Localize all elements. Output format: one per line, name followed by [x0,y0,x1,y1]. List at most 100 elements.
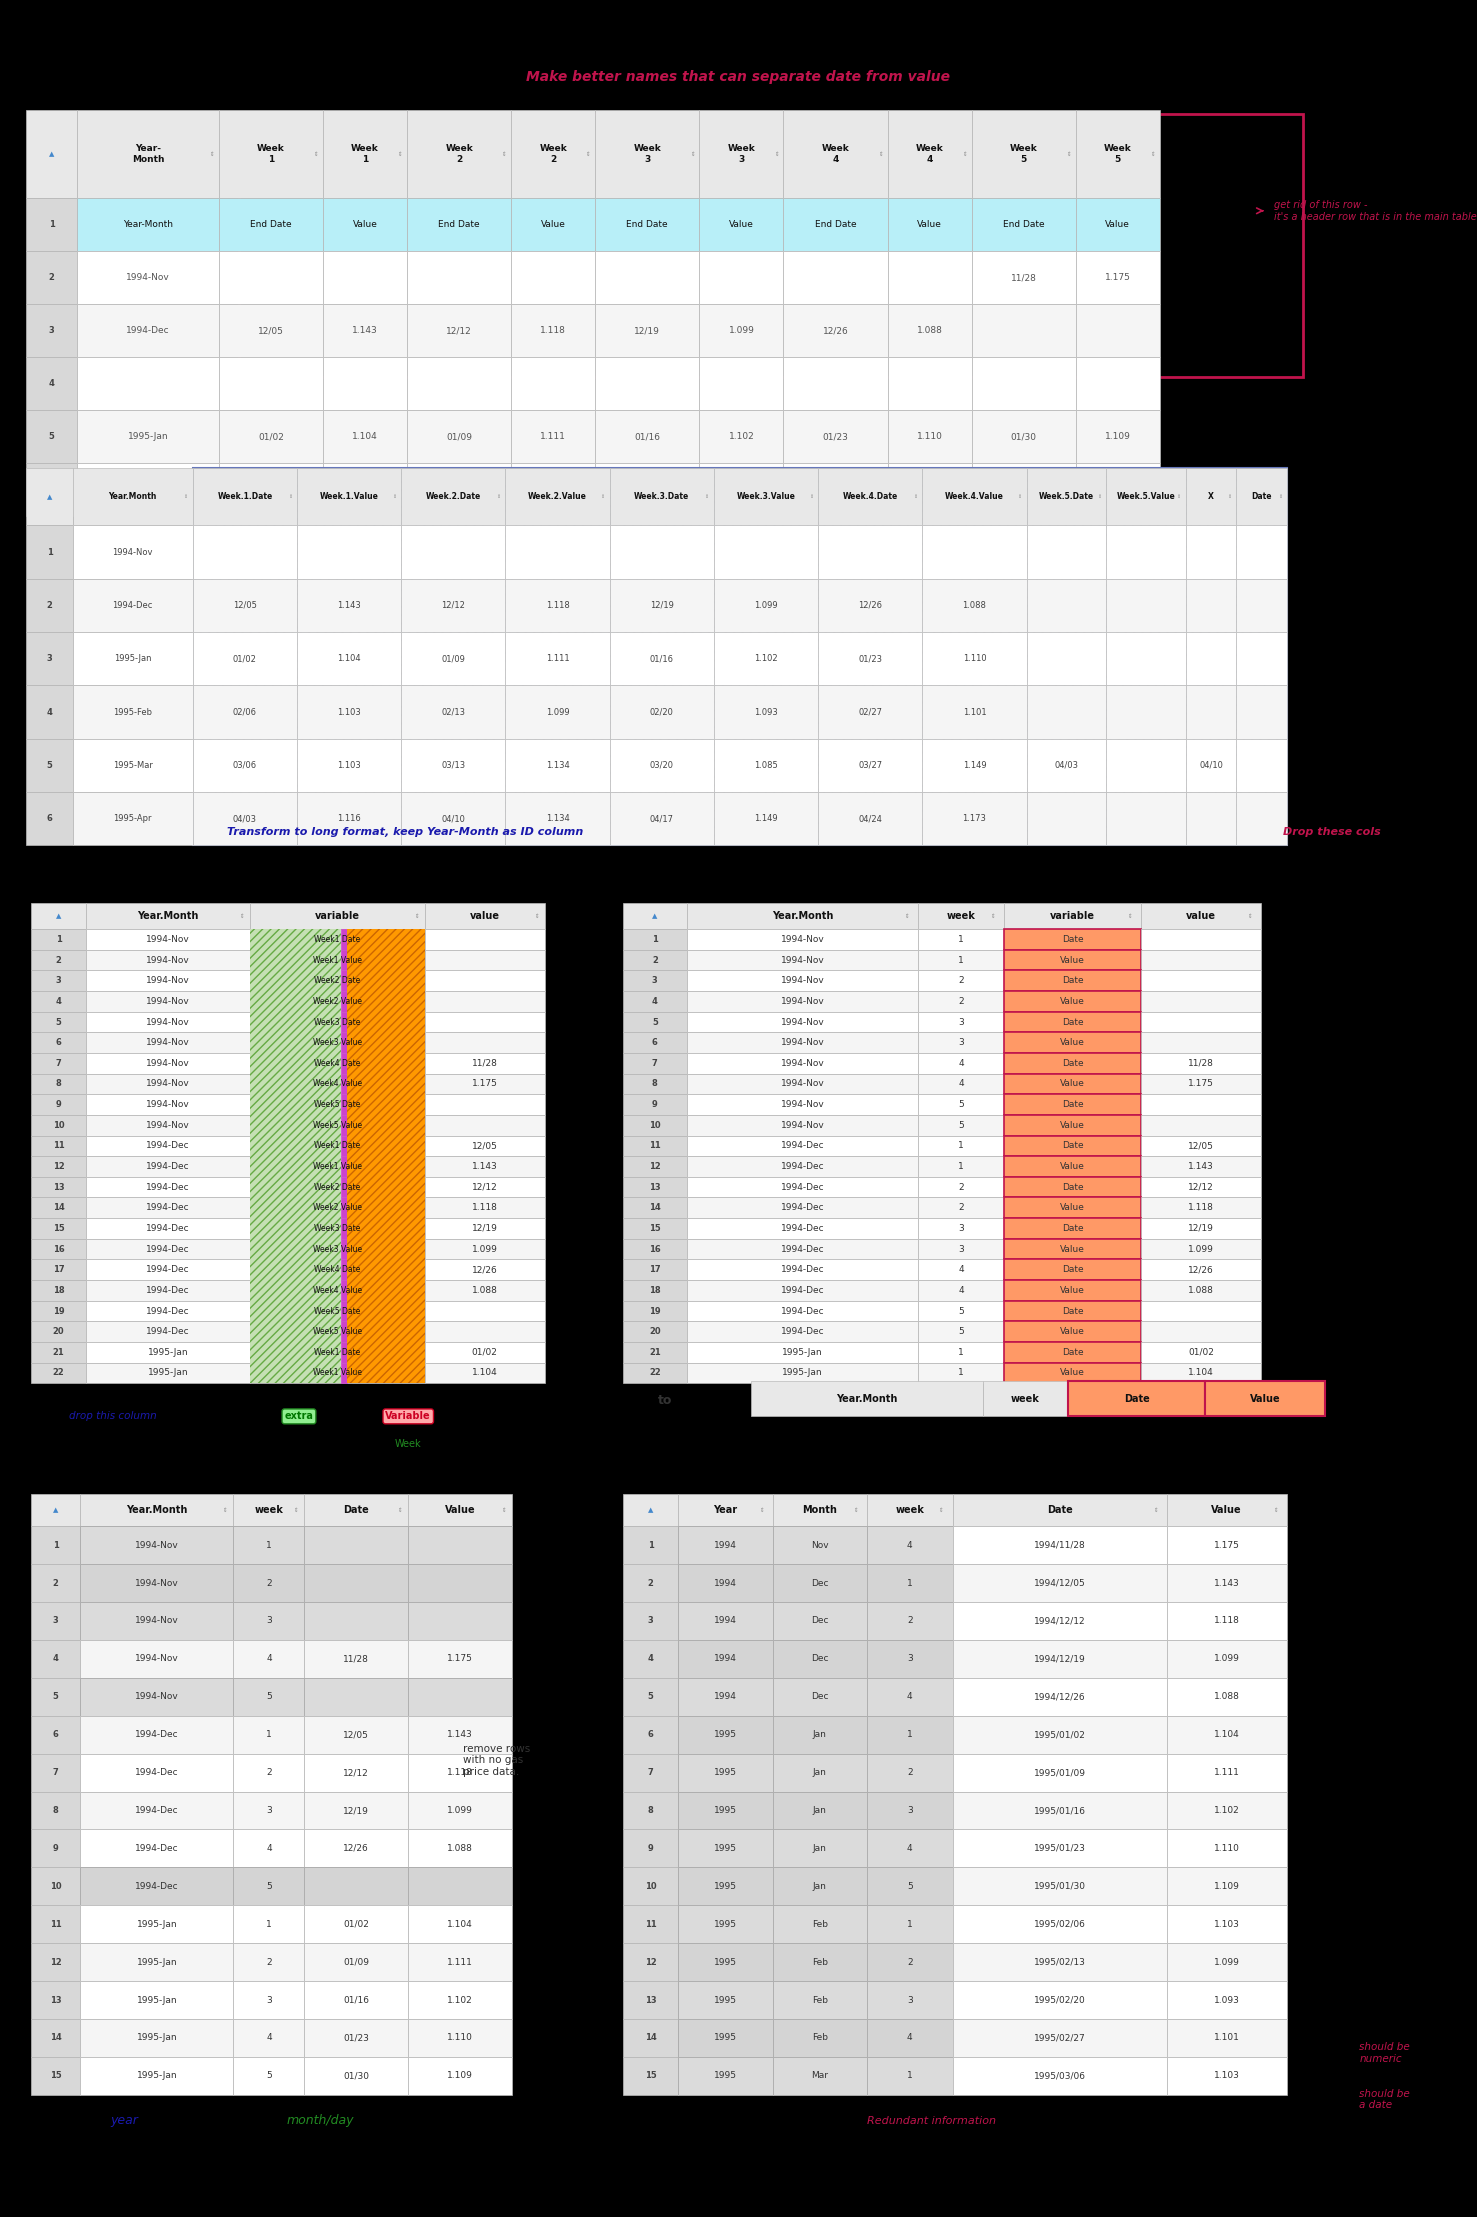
Text: 5: 5 [266,1692,272,1700]
Text: Week.1.Date: Week.1.Date [217,492,273,501]
Text: 1: 1 [959,956,964,964]
Text: 03/13: 03/13 [442,760,465,769]
Bar [408,1754,513,1791]
Text: 1995: 1995 [713,2033,737,2042]
Bar [250,1321,341,1341]
Text: Week.4.Value: Week.4.Value [945,492,1004,501]
Bar [623,1217,687,1239]
Bar [678,1942,772,1982]
Bar [623,1177,687,1197]
Text: Week5 Date: Week5 Date [315,1100,360,1108]
Text: 1.149: 1.149 [755,814,778,823]
Bar [818,632,922,685]
Bar [219,463,323,517]
Text: Value: Value [1060,1038,1086,1046]
Text: 1.104: 1.104 [352,432,378,441]
Text: 1.099: 1.099 [448,1807,473,1816]
Text: Date: Date [1062,1018,1083,1026]
Bar [250,1239,341,1259]
Bar [1140,1033,1261,1053]
Text: 1: 1 [266,1541,272,1550]
Bar [888,463,972,517]
Bar [867,2020,953,2057]
Text: 02/20: 02/20 [635,486,660,494]
Bar [1186,738,1236,791]
Text: week: week [254,1505,284,1514]
Bar [425,1135,545,1157]
Bar [304,1678,408,1716]
Text: 11: 11 [648,1142,660,1151]
Bar [77,197,219,251]
Text: 1995: 1995 [713,1729,737,1738]
Bar [888,410,972,463]
Text: 04/24: 04/24 [858,814,882,823]
Bar [919,1053,1004,1073]
Bar [347,1259,425,1279]
Text: 5: 5 [651,1018,657,1026]
Text: Week1 Date: Week1 Date [315,936,360,944]
Text: 5: 5 [959,1328,964,1337]
Bar [80,1829,233,1867]
Text: Week
1: Week 1 [352,144,380,164]
Bar [953,1494,1167,1525]
Text: 1995: 1995 [713,1845,737,1853]
Bar [347,971,425,991]
Bar [27,579,72,632]
Text: 1995-Jan: 1995-Jan [136,1995,177,2004]
Text: ⇕: ⇕ [774,151,778,157]
Text: Week4 Date: Week4 Date [315,1266,360,1275]
Bar [818,579,922,632]
Text: Value: Value [1105,219,1130,228]
Bar [27,251,77,304]
Text: 1: 1 [47,548,53,556]
Text: 1.175: 1.175 [1214,1541,1239,1550]
Text: 2: 2 [907,1769,913,1778]
Bar [86,1279,250,1301]
Bar [425,1259,545,1279]
Bar [919,1321,1004,1341]
Bar [425,1197,545,1217]
Bar [919,1033,1004,1053]
Text: 12/19: 12/19 [343,1807,369,1816]
Text: Dec: Dec [811,1616,829,1625]
Bar [347,1197,425,1217]
Bar [623,1603,678,1641]
Bar [623,1525,678,1565]
Bar [347,1033,425,1053]
Bar [1140,902,1261,929]
Bar [1106,468,1186,525]
Bar [193,468,297,525]
Bar [250,1157,341,1177]
Bar [687,902,919,929]
Bar [919,1073,1004,1095]
Bar [678,1754,772,1791]
Bar [347,1239,425,1259]
Text: Week1 Value: Week1 Value [313,1368,362,1377]
Bar [250,1011,341,1033]
Bar [233,1791,304,1829]
Bar [31,1053,86,1073]
Text: 1994-Dec: 1994-Dec [146,1224,189,1233]
Bar [1004,1177,1140,1197]
Bar [772,1904,867,1942]
Bar [867,1867,953,1904]
Bar [623,1363,687,1383]
Text: 1.110: 1.110 [963,654,987,663]
Bar [250,1301,425,1321]
Bar [1004,902,1140,929]
Text: 5: 5 [49,432,55,441]
Text: Drop these cols: Drop these cols [1284,827,1381,838]
Text: 1994-Nov: 1994-Nov [781,956,824,964]
Text: 1995: 1995 [713,1958,737,1966]
Bar [610,632,713,685]
Text: ⇕: ⇕ [1273,1508,1278,1512]
Bar [772,1754,867,1791]
Bar [713,525,818,579]
Bar [772,1525,867,1565]
Text: Week.5.Value: Week.5.Value [1117,492,1176,501]
Text: 7: 7 [648,1769,653,1778]
Bar [867,1565,953,1603]
Bar [80,1565,233,1603]
Text: Date: Date [1062,1306,1083,1315]
Text: 02/13: 02/13 [442,707,465,716]
